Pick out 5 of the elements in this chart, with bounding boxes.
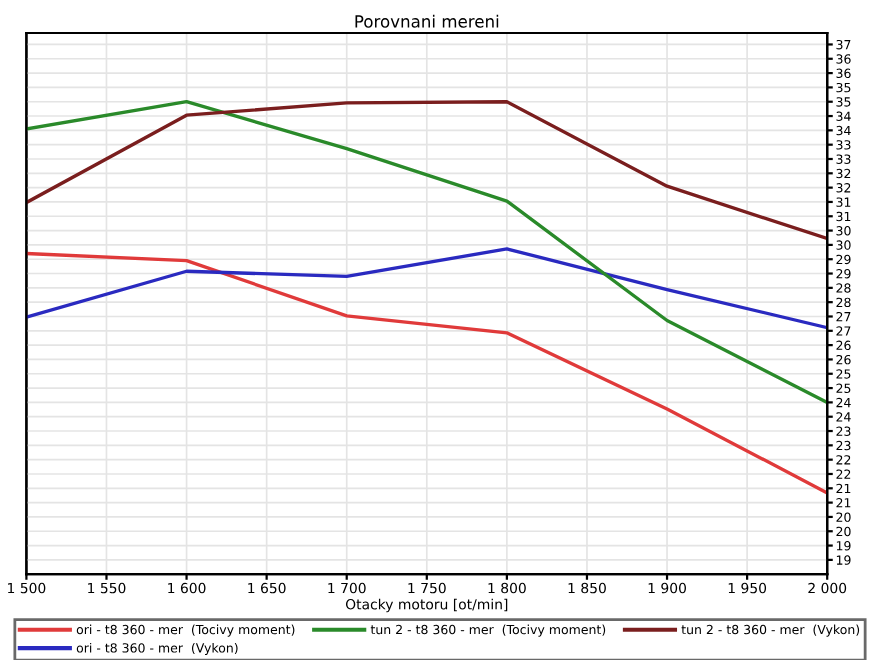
chart-title: Porovnani mereni [355,14,499,28]
line-series [26,247,828,330]
line-series [26,100,828,405]
line-series [26,100,828,241]
line-series [26,251,828,495]
